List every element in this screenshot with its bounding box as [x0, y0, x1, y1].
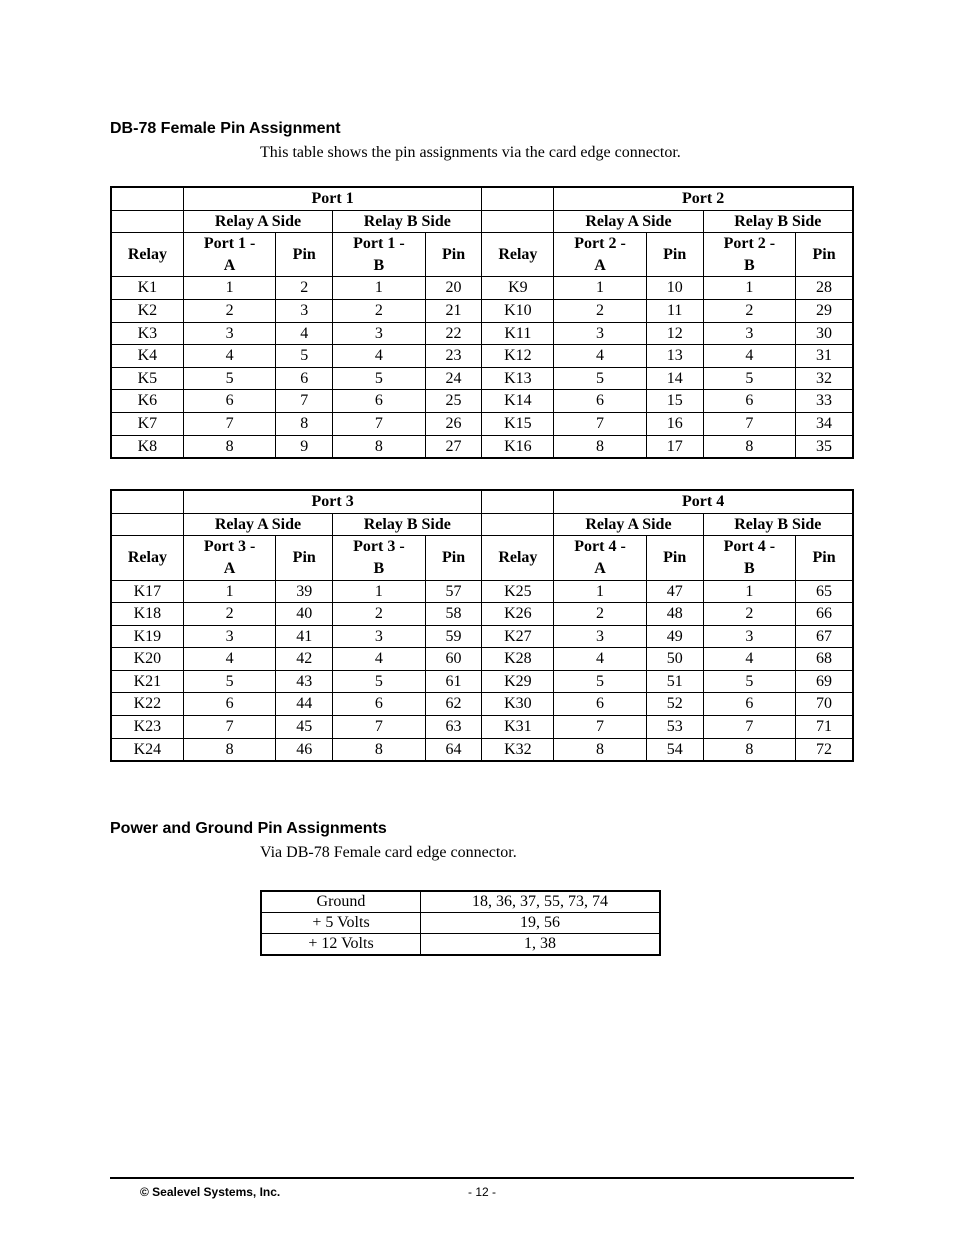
table-row: K445423K12413431 [111, 345, 853, 368]
table-row: K334322K11312330 [111, 322, 853, 345]
table-row: Ground18, 36, 37, 55, 73, 74 [261, 891, 660, 913]
table-row: K23745763K31753771 [111, 716, 853, 739]
table-row: K24846864K32854872 [111, 738, 853, 761]
table-row: K21543561K29551569 [111, 670, 853, 693]
table-row: K17139157K25147165 [111, 580, 853, 603]
table-row: K19341359K27349367 [111, 625, 853, 648]
table-row: K112120K9110128 [111, 277, 853, 300]
footer-rule [110, 1177, 854, 1179]
table-row: K22644662K30652670 [111, 693, 853, 716]
footer: © Sealevel Systems, Inc. - 12 - [110, 1185, 854, 1199]
table-row: K667625K14615633 [111, 390, 853, 413]
section1-intro: This table shows the pin assignments via… [110, 144, 854, 162]
table-row: K20442460K28450468 [111, 648, 853, 671]
table-row: K18240258K26248266 [111, 603, 853, 626]
page: DB-78 Female Pin Assignment This table s… [0, 0, 954, 1235]
table-row: K778726K15716734 [111, 412, 853, 435]
table-row: K889827K16817835 [111, 435, 853, 458]
table-row: + 5 Volts19, 56 [261, 913, 660, 934]
power-table: Ground18, 36, 37, 55, 73, 74+ 5 Volts19,… [260, 890, 661, 956]
section2-heading: Power and Ground Pin Assignments [110, 820, 854, 838]
pin-table-2: Port 3Port 4Relay A SideRelay B SideRela… [110, 489, 854, 762]
section1-heading: DB-78 Female Pin Assignment [110, 120, 854, 138]
section2-intro: Via DB-78 Female card edge connector. [110, 844, 854, 862]
table-row: + 12 Volts1, 38 [261, 934, 660, 956]
footer-page-number: - 12 - [110, 1185, 854, 1199]
table-row: K556524K13514532 [111, 367, 853, 390]
table2-wrap: Port 3Port 4Relay A SideRelay B SideRela… [110, 489, 854, 762]
table1-wrap: Port 1Port 2Relay A SideRelay B SideRela… [110, 186, 854, 459]
table-row: K223221K10211229 [111, 299, 853, 322]
pin-table-1: Port 1Port 2Relay A SideRelay B SideRela… [110, 186, 854, 459]
